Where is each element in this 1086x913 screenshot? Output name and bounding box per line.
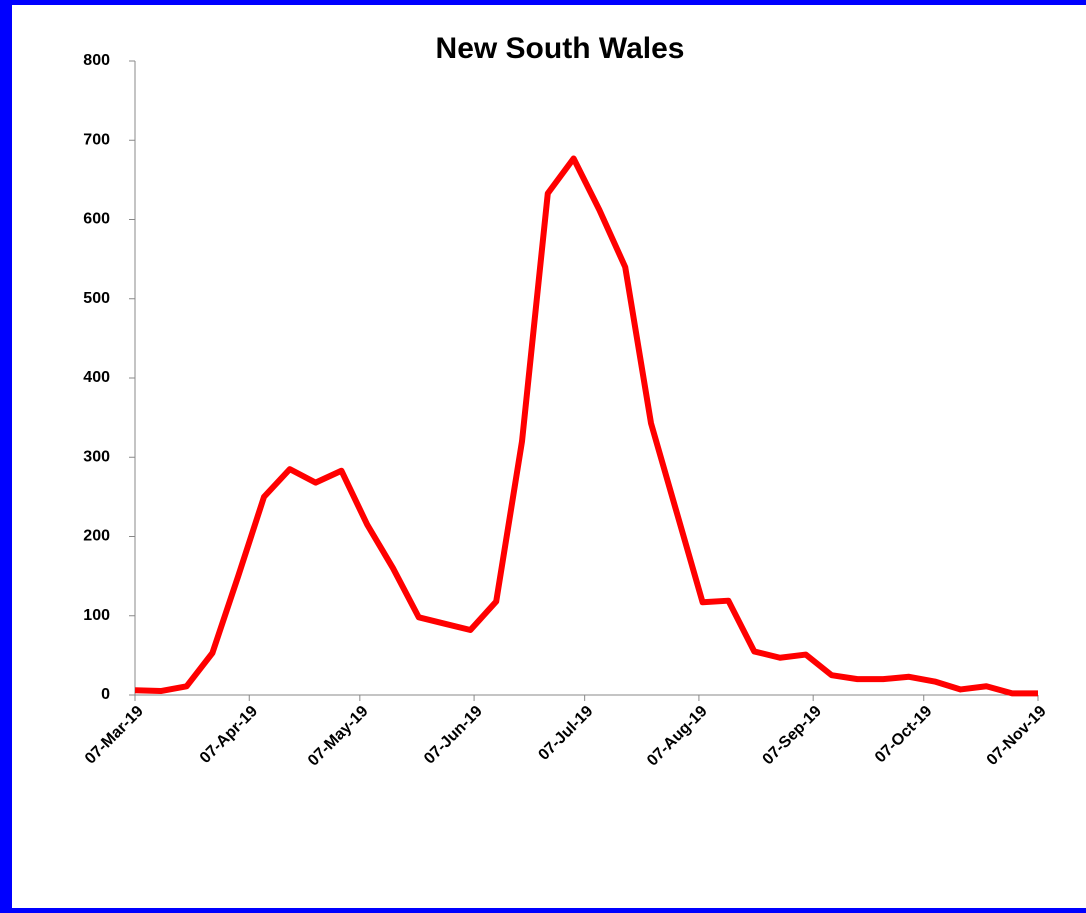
data-line [134,155,1038,697]
y-tick-label: 0 [101,686,110,703]
y-tick-label: 500 [83,290,110,307]
plot-background [12,5,1086,908]
y-tick-label: 100 [83,607,110,624]
y-tick-label: 700 [83,131,110,148]
y-tick-label: 400 [83,369,110,386]
y-tick-label: 600 [83,211,110,228]
y-tick-label: 300 [83,448,110,465]
y-tick-label: 800 [83,52,110,69]
chart-title: New South Wales [436,32,685,65]
y-tick-label: 200 [83,528,110,545]
